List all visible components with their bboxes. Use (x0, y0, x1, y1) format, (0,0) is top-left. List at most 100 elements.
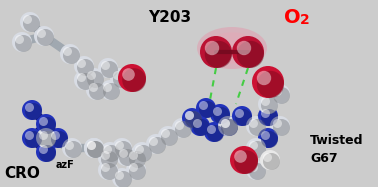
Circle shape (86, 80, 106, 100)
Circle shape (39, 145, 48, 154)
Circle shape (22, 100, 42, 120)
Circle shape (213, 107, 230, 124)
Circle shape (20, 12, 40, 32)
Circle shape (234, 150, 258, 174)
Circle shape (270, 116, 290, 136)
Circle shape (199, 101, 216, 118)
Circle shape (101, 163, 110, 172)
Circle shape (258, 94, 278, 114)
Circle shape (87, 141, 96, 150)
Circle shape (237, 41, 264, 68)
Circle shape (62, 138, 82, 158)
Circle shape (146, 134, 166, 154)
Circle shape (270, 84, 290, 104)
Circle shape (246, 116, 266, 136)
Circle shape (63, 47, 72, 56)
Circle shape (230, 146, 258, 174)
Circle shape (126, 160, 146, 180)
Circle shape (135, 145, 152, 162)
Text: G67: G67 (310, 152, 338, 165)
Circle shape (37, 29, 46, 38)
Circle shape (77, 59, 94, 76)
Circle shape (115, 141, 124, 150)
Circle shape (205, 41, 219, 55)
Ellipse shape (206, 32, 258, 64)
Circle shape (115, 171, 132, 187)
Circle shape (89, 83, 98, 92)
Circle shape (103, 83, 120, 100)
Circle shape (23, 15, 32, 24)
Circle shape (87, 141, 96, 150)
Circle shape (257, 71, 284, 98)
Circle shape (261, 97, 278, 114)
Circle shape (87, 71, 96, 80)
Circle shape (135, 145, 144, 154)
Circle shape (149, 137, 166, 154)
Circle shape (246, 160, 266, 180)
Circle shape (119, 149, 128, 158)
Circle shape (15, 35, 32, 52)
Circle shape (210, 104, 230, 124)
Circle shape (193, 119, 202, 128)
Circle shape (221, 119, 230, 128)
Circle shape (103, 145, 112, 154)
Circle shape (74, 70, 94, 90)
Circle shape (65, 141, 74, 150)
Circle shape (235, 109, 252, 126)
Circle shape (77, 59, 86, 68)
Circle shape (119, 149, 136, 166)
Circle shape (36, 128, 56, 148)
Circle shape (273, 119, 282, 128)
Circle shape (115, 141, 132, 158)
Text: Twisted: Twisted (310, 134, 364, 147)
Circle shape (48, 128, 68, 148)
Circle shape (232, 106, 252, 126)
Circle shape (261, 109, 278, 126)
Circle shape (87, 71, 104, 88)
Circle shape (63, 47, 80, 64)
Circle shape (249, 119, 258, 128)
Circle shape (115, 171, 124, 180)
Circle shape (172, 118, 192, 138)
Circle shape (51, 131, 68, 148)
Circle shape (249, 141, 258, 150)
Text: 2: 2 (300, 13, 310, 27)
Circle shape (65, 141, 82, 158)
Circle shape (98, 58, 118, 78)
Circle shape (273, 87, 290, 104)
Circle shape (84, 138, 104, 158)
Circle shape (129, 163, 146, 180)
Circle shape (39, 131, 48, 140)
Circle shape (207, 125, 216, 134)
Circle shape (12, 32, 32, 52)
Circle shape (200, 36, 232, 68)
Circle shape (252, 66, 284, 98)
Circle shape (257, 71, 271, 85)
Circle shape (101, 151, 118, 168)
Circle shape (34, 26, 54, 46)
Circle shape (37, 29, 54, 46)
Circle shape (100, 80, 120, 100)
Circle shape (185, 111, 194, 120)
Circle shape (204, 122, 224, 142)
Circle shape (249, 119, 266, 136)
Text: O: O (284, 8, 301, 27)
Circle shape (190, 116, 210, 136)
Circle shape (182, 108, 202, 128)
Circle shape (23, 15, 40, 32)
Circle shape (246, 138, 266, 158)
Circle shape (218, 116, 238, 136)
Circle shape (218, 116, 238, 136)
Circle shape (113, 71, 122, 80)
Circle shape (112, 138, 132, 158)
Circle shape (260, 150, 280, 170)
Circle shape (39, 117, 48, 126)
Circle shape (258, 106, 278, 126)
Circle shape (221, 119, 230, 128)
Circle shape (129, 151, 138, 160)
Circle shape (258, 128, 278, 148)
Circle shape (98, 148, 118, 168)
Circle shape (110, 68, 130, 88)
Circle shape (237, 41, 251, 55)
Circle shape (249, 163, 258, 172)
